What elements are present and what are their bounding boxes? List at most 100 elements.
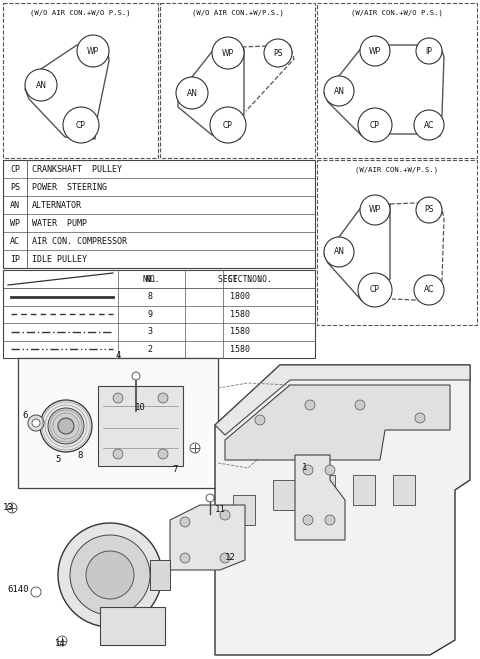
- Circle shape: [58, 523, 162, 627]
- Text: 2: 2: [147, 345, 153, 354]
- Bar: [160, 3, 315, 158]
- Text: 1580: 1580: [230, 328, 250, 336]
- Text: CP: CP: [370, 285, 380, 295]
- Text: 1: 1: [302, 463, 308, 473]
- Circle shape: [414, 110, 444, 140]
- Text: ALTERNATOR: ALTERNATOR: [32, 200, 82, 210]
- Circle shape: [158, 393, 168, 403]
- Text: 12: 12: [225, 554, 235, 563]
- Text: PS: PS: [273, 49, 283, 57]
- Text: 7: 7: [172, 465, 178, 474]
- Text: AN: AN: [334, 248, 345, 256]
- Text: CRANKSHAFT  PULLEY: CRANKSHAFT PULLEY: [32, 165, 122, 173]
- Polygon shape: [295, 455, 345, 540]
- Text: WATER  PUMP: WATER PUMP: [32, 219, 87, 227]
- Bar: [273, 480, 295, 510]
- Bar: [313, 475, 335, 505]
- Text: IP: IP: [10, 254, 20, 264]
- Text: NO.: NO.: [145, 275, 160, 283]
- Circle shape: [255, 415, 265, 425]
- Polygon shape: [170, 505, 245, 570]
- Circle shape: [63, 107, 99, 143]
- Bar: [393, 475, 415, 505]
- Circle shape: [113, 449, 123, 459]
- Bar: [3, 3, 158, 158]
- Text: 1580: 1580: [230, 345, 250, 354]
- Text: AN: AN: [187, 88, 197, 98]
- Circle shape: [264, 39, 292, 67]
- Circle shape: [358, 108, 392, 142]
- Text: 8: 8: [147, 292, 153, 301]
- Circle shape: [77, 35, 109, 67]
- Text: 6: 6: [22, 411, 28, 420]
- Text: 4: 4: [115, 351, 120, 360]
- Polygon shape: [225, 385, 450, 460]
- Bar: [353, 475, 375, 505]
- Circle shape: [28, 415, 44, 431]
- Text: (W/O AIR CON.+W/O P.S.): (W/O AIR CON.+W/O P.S.): [30, 10, 131, 16]
- Polygon shape: [215, 365, 470, 655]
- Circle shape: [360, 36, 390, 66]
- Text: POWER  STEERING: POWER STEERING: [32, 183, 107, 192]
- Circle shape: [48, 408, 84, 444]
- Circle shape: [40, 400, 92, 452]
- Circle shape: [303, 515, 313, 525]
- Circle shape: [25, 69, 57, 101]
- Circle shape: [190, 443, 200, 453]
- Circle shape: [206, 494, 214, 502]
- Circle shape: [132, 372, 140, 380]
- Text: WP: WP: [369, 206, 381, 214]
- Circle shape: [303, 465, 313, 475]
- Text: SECT. NO.: SECT. NO.: [228, 275, 272, 283]
- Text: IDLE PULLEY: IDLE PULLEY: [32, 254, 87, 264]
- Text: WP: WP: [87, 47, 99, 55]
- Circle shape: [58, 418, 74, 434]
- Circle shape: [415, 413, 425, 423]
- Text: (W/AIR CON.+W/P.S.): (W/AIR CON.+W/P.S.): [355, 167, 439, 173]
- Text: 13: 13: [2, 503, 13, 511]
- Text: 9: 9: [147, 310, 153, 319]
- Circle shape: [32, 419, 40, 427]
- Text: NO.: NO.: [143, 275, 157, 283]
- Circle shape: [414, 275, 444, 305]
- Text: CP: CP: [223, 121, 233, 130]
- Text: WP: WP: [369, 47, 381, 55]
- Circle shape: [360, 195, 390, 225]
- Circle shape: [113, 393, 123, 403]
- Circle shape: [180, 553, 190, 563]
- Text: WP: WP: [10, 219, 20, 227]
- Text: SECT. NO.: SECT. NO.: [218, 275, 262, 283]
- Circle shape: [305, 400, 315, 410]
- Circle shape: [220, 553, 230, 563]
- Circle shape: [355, 400, 365, 410]
- Circle shape: [176, 77, 208, 109]
- Text: AN: AN: [334, 86, 345, 96]
- Text: 10: 10: [134, 403, 145, 413]
- Circle shape: [416, 38, 442, 64]
- Text: CP: CP: [10, 165, 20, 173]
- Circle shape: [210, 107, 246, 143]
- Circle shape: [212, 37, 244, 69]
- Bar: [100, 607, 165, 645]
- Text: AN: AN: [10, 200, 20, 210]
- Text: CP: CP: [370, 121, 380, 130]
- Circle shape: [7, 503, 17, 513]
- Text: PS: PS: [424, 206, 434, 214]
- Text: 1800: 1800: [230, 292, 250, 301]
- Text: AN: AN: [36, 80, 47, 90]
- Text: AIR CON. COMPRESSOR: AIR CON. COMPRESSOR: [32, 237, 127, 246]
- Text: WP: WP: [222, 49, 234, 57]
- Text: IP: IP: [426, 47, 432, 55]
- Circle shape: [86, 551, 134, 599]
- Text: (W/AIR CON.+W/O P.S.): (W/AIR CON.+W/O P.S.): [351, 10, 443, 16]
- Text: AC: AC: [424, 285, 434, 295]
- Text: 1580: 1580: [230, 310, 250, 319]
- Bar: [3, 160, 315, 268]
- Text: 8: 8: [77, 451, 83, 461]
- Bar: [3, 270, 315, 358]
- Circle shape: [57, 636, 67, 646]
- Text: AC: AC: [10, 237, 20, 246]
- Circle shape: [324, 76, 354, 106]
- Text: 14: 14: [55, 639, 65, 648]
- Circle shape: [31, 587, 41, 597]
